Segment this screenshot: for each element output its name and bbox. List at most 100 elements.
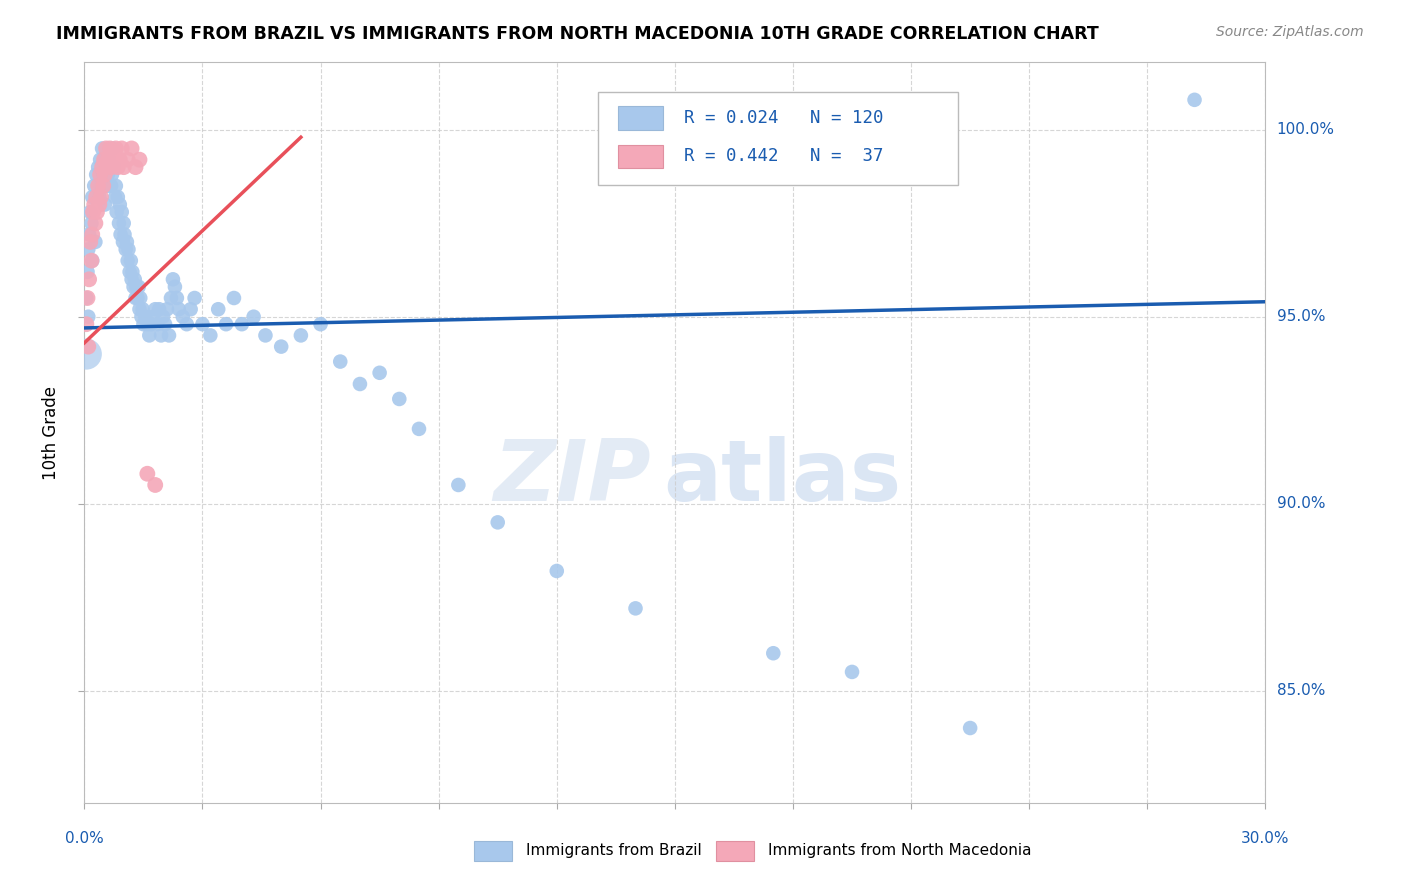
Text: 100.0%: 100.0% [1277, 122, 1334, 137]
Point [104, 141, 127, 155]
Point [176, 317, 198, 331]
Point [96, 160, 118, 174]
Point [76, 291, 98, 305]
Point [84, 190, 107, 204]
Point [101, 141, 124, 155]
Point [94, 141, 117, 155]
Point [207, 302, 229, 317]
Point [841, 665, 863, 679]
Point [160, 291, 183, 305]
Point [329, 354, 352, 368]
Point [93, 153, 115, 167]
Point [157, 328, 180, 343]
Point [91, 141, 114, 155]
Point [77, 272, 100, 286]
Point [93, 153, 115, 167]
Point [121, 272, 143, 286]
Point [94, 168, 117, 182]
Point [91, 168, 114, 182]
FancyBboxPatch shape [619, 145, 664, 169]
Point [122, 280, 145, 294]
Point [87, 178, 110, 193]
Point [91, 160, 114, 174]
Text: Immigrants from Brazil: Immigrants from Brazil [526, 844, 702, 858]
Point [132, 317, 155, 331]
Point [142, 310, 165, 324]
Point [624, 601, 647, 615]
Point [270, 340, 292, 354]
Point [89, 168, 111, 182]
Point [349, 377, 371, 392]
Point [76, 265, 98, 279]
Text: 95.0%: 95.0% [1277, 310, 1324, 324]
Point [107, 190, 129, 204]
Y-axis label: 10th Grade: 10th Grade [42, 385, 60, 480]
Point [100, 178, 122, 193]
Point [388, 392, 411, 406]
Point [112, 216, 135, 230]
Point [215, 317, 238, 331]
Point [83, 178, 105, 193]
Point [77, 310, 100, 324]
Text: ZIP: ZIP [494, 435, 651, 518]
Point [97, 168, 120, 182]
Point [84, 216, 107, 230]
Point [309, 317, 332, 331]
Text: atlas: atlas [664, 435, 901, 518]
Text: Source: ZipAtlas.com: Source: ZipAtlas.com [1216, 25, 1364, 39]
Point [98, 160, 121, 174]
Point [94, 160, 117, 174]
Point [104, 178, 127, 193]
Point [84, 168, 107, 182]
Point [77, 340, 100, 354]
Point [77, 227, 100, 242]
Text: R = 0.024   N = 120: R = 0.024 N = 120 [685, 109, 884, 127]
Point [231, 317, 253, 331]
Point [111, 235, 134, 249]
Point [242, 310, 264, 324]
Point [75, 291, 97, 305]
Text: 90.0%: 90.0% [1277, 496, 1324, 511]
Point [162, 272, 184, 286]
Point [104, 190, 127, 204]
Point [121, 265, 143, 279]
Text: R = 0.442   N =  37: R = 0.442 N = 37 [685, 147, 884, 165]
Point [141, 317, 163, 331]
Point [103, 153, 125, 167]
Point [101, 168, 124, 182]
Point [153, 317, 176, 331]
Point [762, 646, 785, 660]
Point [77, 243, 100, 257]
Point [94, 197, 117, 211]
Point [138, 328, 160, 343]
Point [84, 235, 107, 249]
Point [111, 205, 134, 219]
Point [124, 272, 146, 286]
Point [121, 141, 143, 155]
Point [136, 467, 159, 481]
Point [222, 291, 245, 305]
Point [117, 243, 139, 257]
Point [79, 205, 101, 219]
Point [80, 216, 103, 230]
Point [82, 227, 104, 242]
Point [110, 227, 132, 242]
Point [82, 205, 104, 219]
FancyBboxPatch shape [598, 92, 959, 185]
Point [89, 197, 111, 211]
FancyBboxPatch shape [619, 106, 664, 130]
Point [75, 317, 97, 331]
Point [124, 160, 146, 174]
Point [167, 302, 190, 317]
Point [290, 328, 312, 343]
Point [112, 160, 135, 174]
Point [105, 205, 128, 219]
Point [91, 178, 114, 193]
Point [79, 235, 101, 249]
Point [101, 160, 124, 174]
Point [959, 721, 981, 735]
Text: IMMIGRANTS FROM BRAZIL VS IMMIGRANTS FROM NORTH MACEDONIA 10TH GRADE CORRELATION: IMMIGRANTS FROM BRAZIL VS IMMIGRANTS FRO… [56, 25, 1099, 43]
Point [86, 205, 108, 219]
Text: Immigrants from North Macedonia: Immigrants from North Macedonia [768, 844, 1032, 858]
Point [103, 160, 125, 174]
